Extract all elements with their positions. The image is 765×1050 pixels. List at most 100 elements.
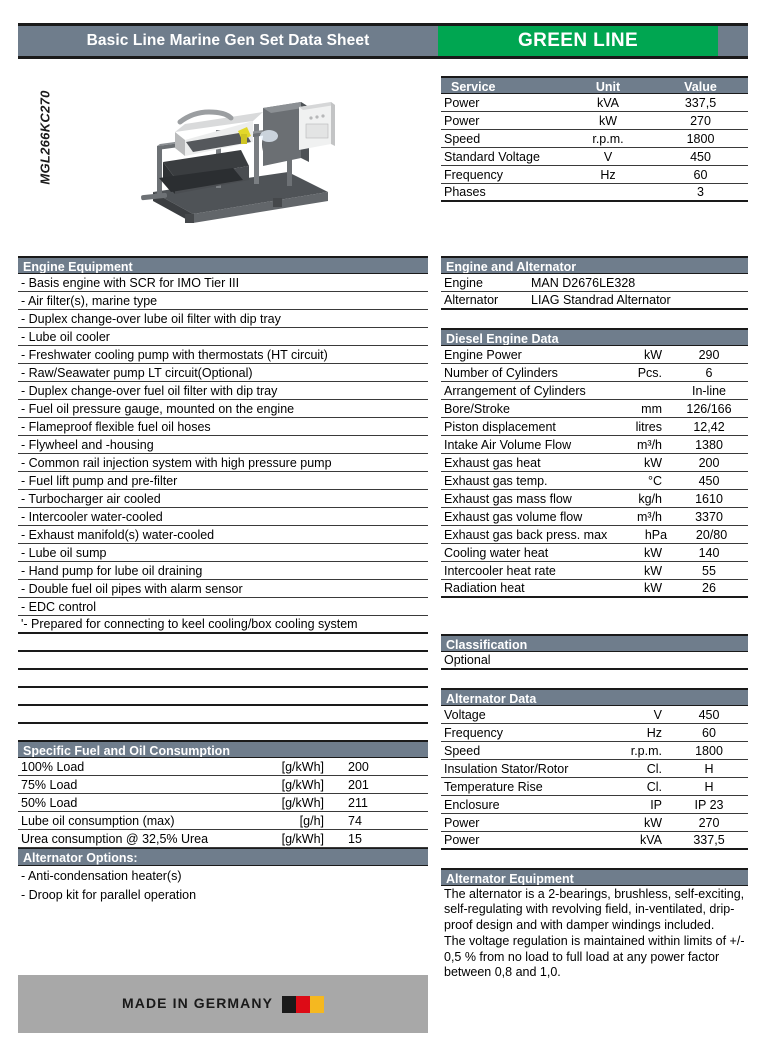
row-value: 270 [690,113,711,128]
alternator-equipment-header: Alternator Equipment [441,868,748,886]
row-unit: [g/kWh] [281,759,324,774]
row-label: Exhaust gas back press. max [444,527,608,542]
row-value: 1800 [686,131,715,146]
list-item: - Freshwater cooling pump with thermosta… [18,346,428,364]
model-code-label: MGL266KC270 [37,90,53,185]
fuel-oil-consumption-header: Specific Fuel and Oil Consumption [18,740,428,758]
list-item: - Lube oil sump [18,544,428,562]
row-value: 201 [348,777,369,792]
row-label: Radiation heat [444,581,525,595]
page-title: Basic Line Marine Gen Set Data Sheet [86,32,370,49]
german-flag-icon [282,995,325,1013]
row-label: 75% Load [21,777,78,792]
row-value: LIAG Standrad Alternator [531,293,671,307]
diesel-engine-data-header: Diesel Engine Data [441,328,748,346]
service-table: Service Unit Value Power kVA 337,5 Power… [441,76,748,202]
engine-equipment-header: Engine Equipment [18,256,428,274]
footer-banner: MADE IN GERMANY [18,975,428,1033]
row-label: Intercooler heat rate [444,563,556,578]
list-item: - Flameproof flexible fuel oil hoses [18,418,428,436]
row-value: 60 [693,167,708,182]
row-value: 337,5 [684,95,717,110]
row-label: Lube oil consumption (max) [21,813,175,828]
engine-and-alternator-table: Engine and Alternator Engine MAN D2676LE… [441,256,748,310]
row-label: Power [444,113,480,128]
row-label: Speed [444,131,481,146]
row-label: Phases [444,185,486,199]
row-unit: IP [650,797,662,812]
list-item: - EDC control [18,598,428,616]
row-label: Alternator [444,293,499,307]
table-row: Exhaust gas back press. max hPa 20/80 [441,526,748,544]
list-item: - Duplex change-over lube oil filter wit… [18,310,428,328]
table-row: Engine MAN D2676LE328 [441,274,748,292]
list-item: - Fuel lift pump and pre-filter [18,472,428,490]
row-label: Voltage [444,707,486,722]
table-row: Lube oil consumption (max) [g/h] 74 [18,812,428,830]
row-label: 100% Load [21,759,85,774]
spacer-row [18,670,428,688]
row-value: 74 [348,813,362,828]
row-value: 290 [698,347,720,362]
alternator-equipment-paragraph-2: The voltage regulation is maintained wit… [444,934,745,980]
row-label: Intake Air Volume Flow [444,437,572,452]
row-unit: Cl. [646,761,662,776]
brand-badge: GREEN LINE [438,26,718,56]
row-unit: kVA [640,833,662,847]
row-label: Engine Power [444,347,522,362]
row-unit: kW [643,581,662,595]
alternator-data-header: Alternator Data [441,688,748,706]
row-value: 450 [698,473,720,488]
alternator-equipment-paragraph-1: The alternator is a 2-bearings, brushles… [444,887,745,932]
made-in-germany-label: MADE IN GERMANY [122,995,325,1013]
table-row: Frequency Hz 60 [441,724,748,742]
row-label: Bore/Stroke [444,401,511,416]
row-value: 1800 [695,743,723,758]
table-row: 75% Load [g/kWh] 201 [18,776,428,794]
row-label: Number of Cylinders [444,365,558,380]
product-image-area: MGL266KC270 [18,68,428,243]
table-row: Exhaust gas mass flow kg/h 1610 [441,490,748,508]
row-unit: kW [643,455,662,470]
table-row: Insulation Stator/Rotor Cl. H [441,760,748,778]
table-row: Speed r.p.m. 1800 [441,130,748,148]
row-label: Frequency [444,167,504,182]
table-row: Bore/Stroke mm 126/166 [441,400,748,418]
table-row: Power kVA 337,5 [441,94,748,112]
service-table-header: Service Unit Value [441,76,748,94]
table-row: Intercooler heat rate kW 55 [441,562,748,580]
row-unit: °C [647,473,662,488]
row-unit: kW [643,815,662,830]
row-label: Power [444,815,480,830]
list-item: - Intercooler water-cooled [18,508,428,526]
service-col-value: Value [684,80,717,94]
list-item: '- Prepared for connecting to keel cooli… [18,616,428,634]
row-value: 55 [702,563,716,578]
table-row: Alternator LIAG Standrad Alternator [441,292,748,310]
row-label: Power [444,833,480,847]
row-value: H [704,761,714,776]
row-label: Temperature Rise [444,779,543,794]
classification-header: Classification [441,634,748,652]
table-row: Arrangement of Cylinders In-line [441,382,748,400]
row-value: 6 [705,365,713,380]
row-label: Engine [444,275,483,290]
table-row: Frequency Hz 60 [441,166,748,184]
row-unit: [g/kWh] [281,777,324,792]
spacer-row [18,652,428,670]
row-value: 26 [702,581,716,595]
row-unit: kW [643,545,662,560]
row-value: 140 [698,545,720,560]
row-value: 12,42 [693,419,725,434]
spacer-row [18,634,428,652]
row-unit: kW [643,347,662,362]
table-row: Power kW 270 [441,814,748,832]
service-col-unit: Unit [595,80,621,94]
table-row: Engine Power kW 290 [441,346,748,364]
list-item: - Common rail injection system with high… [18,454,428,472]
row-value: 1610 [695,491,723,506]
spacer-row [18,688,428,706]
list-item: - Basis engine with SCR for IMO Tier III [18,274,428,292]
row-value: 15 [348,831,362,846]
